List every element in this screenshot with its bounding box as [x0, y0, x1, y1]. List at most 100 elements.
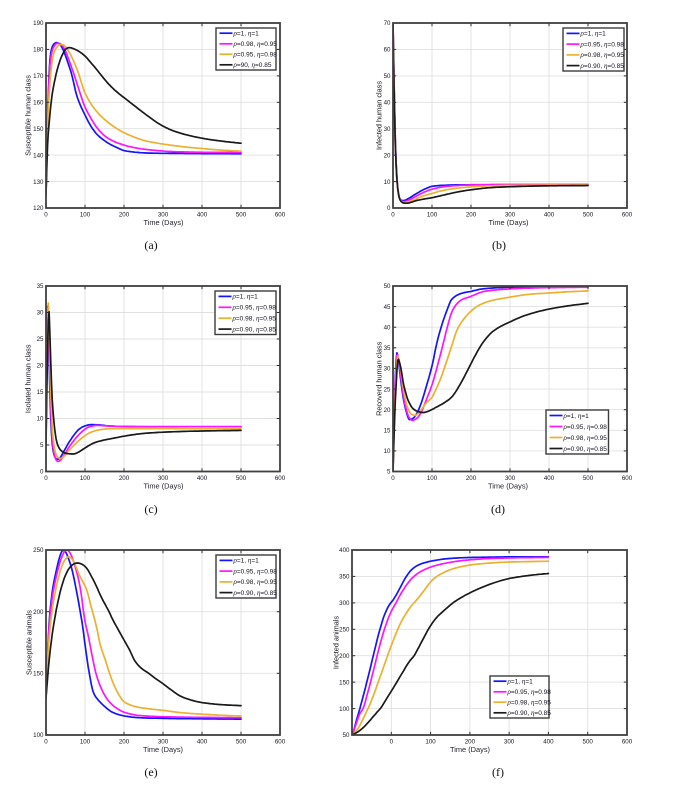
svg-text:250: 250 [33, 547, 44, 554]
svg-text:600: 600 [622, 739, 633, 746]
svg-text:ρ=0.90, η=0.85: ρ=0.90, η=0.85 [232, 325, 277, 333]
svg-text:300: 300 [505, 475, 516, 482]
svg-text:250: 250 [339, 627, 350, 634]
svg-text:30: 30 [384, 126, 391, 133]
svg-text:(d): (d) [491, 502, 505, 516]
svg-text:ρ=0.90, η=0.85: ρ=0.90, η=0.85 [507, 709, 552, 717]
svg-text:ρ=1, η=1: ρ=1, η=1 [580, 30, 607, 38]
svg-text:300: 300 [158, 739, 169, 746]
svg-text:120: 120 [33, 205, 44, 212]
svg-text:400: 400 [544, 475, 555, 482]
svg-text:30: 30 [384, 366, 391, 373]
svg-text:400: 400 [197, 212, 208, 219]
svg-text:600: 600 [275, 739, 286, 746]
svg-text:130: 130 [33, 179, 44, 186]
svg-text:Infected animals: Infected animals [332, 616, 341, 669]
svg-text:50: 50 [384, 73, 391, 80]
svg-text:45: 45 [384, 304, 391, 311]
svg-text:20: 20 [384, 152, 391, 159]
svg-text:40: 40 [384, 324, 391, 331]
svg-text:300: 300 [505, 212, 516, 219]
svg-text:ρ=0.95, η=0.98: ρ=0.95, η=0.98 [233, 51, 278, 59]
svg-text:300: 300 [158, 475, 169, 482]
svg-text:(a): (a) [144, 238, 157, 252]
svg-text:600: 600 [275, 475, 286, 482]
svg-text:ρ=1, η=1: ρ=1, η=1 [233, 30, 260, 38]
svg-text:100: 100 [339, 706, 350, 713]
svg-text:(e): (e) [144, 765, 157, 779]
svg-text:ρ=0.98, η=0.95: ρ=0.98, η=0.95 [507, 699, 552, 707]
svg-text:ρ=0.90, η=0.85: ρ=0.90, η=0.85 [563, 445, 608, 453]
svg-text:ρ=0.95, η=0.98: ρ=0.95, η=0.98 [507, 688, 552, 696]
svg-text:200: 200 [33, 609, 44, 616]
svg-text:10: 10 [384, 448, 391, 455]
svg-text:0: 0 [44, 212, 48, 219]
svg-text:10: 10 [37, 416, 44, 423]
svg-text:30: 30 [37, 310, 44, 317]
svg-text:600: 600 [275, 212, 286, 219]
svg-text:400: 400 [339, 547, 350, 554]
svg-text:ρ=0.90, η=0.85: ρ=0.90, η=0.85 [233, 589, 278, 597]
svg-text:0: 0 [390, 739, 394, 746]
svg-text:170: 170 [33, 73, 44, 80]
svg-text:Time (Days): Time (Days) [144, 218, 184, 227]
svg-text:5: 5 [387, 469, 391, 476]
svg-text:200: 200 [465, 739, 476, 746]
svg-text:150: 150 [339, 679, 350, 686]
svg-text:140: 140 [33, 152, 44, 159]
svg-text:70: 70 [384, 20, 391, 27]
svg-text:150: 150 [33, 126, 44, 133]
svg-text:600: 600 [622, 212, 633, 219]
svg-text:100: 100 [80, 475, 91, 482]
svg-text:(b): (b) [492, 238, 506, 252]
svg-text:35: 35 [37, 283, 44, 290]
svg-text:400: 400 [544, 212, 555, 219]
svg-text:350: 350 [339, 574, 350, 581]
svg-text:ρ=0.95, η=0.98: ρ=0.95, η=0.98 [232, 304, 277, 312]
svg-text:100: 100 [80, 212, 91, 219]
svg-text:(c): (c) [144, 502, 157, 516]
svg-text:150: 150 [33, 671, 44, 678]
svg-text:200: 200 [339, 653, 350, 660]
svg-text:100: 100 [33, 732, 44, 739]
svg-text:200: 200 [119, 739, 130, 746]
svg-text:300: 300 [504, 739, 515, 746]
svg-text:Time (Days): Time (Days) [144, 482, 184, 491]
svg-text:0: 0 [40, 469, 44, 476]
svg-text:ρ=0.98, η=0.95: ρ=0.98, η=0.95 [580, 51, 625, 59]
svg-text:40: 40 [384, 100, 391, 107]
svg-text:160: 160 [33, 100, 44, 107]
svg-text:100: 100 [427, 212, 438, 219]
svg-text:20: 20 [37, 363, 44, 370]
svg-text:600: 600 [622, 475, 633, 482]
svg-text:500: 500 [583, 739, 594, 746]
svg-text:Time (Days): Time (Days) [488, 482, 528, 491]
svg-text:20: 20 [384, 407, 391, 414]
svg-text:200: 200 [466, 475, 477, 482]
svg-text:200: 200 [119, 212, 130, 219]
svg-text:ρ=0.98, η=0.95: ρ=0.98, η=0.95 [232, 315, 277, 323]
svg-text:25: 25 [384, 386, 391, 393]
svg-text:0: 0 [44, 475, 48, 482]
svg-text:15: 15 [384, 428, 391, 435]
svg-text:ρ=0.98, η=0.95: ρ=0.98, η=0.95 [233, 578, 278, 586]
svg-text:180: 180 [33, 47, 44, 54]
svg-text:100: 100 [425, 739, 436, 746]
svg-text:ρ=1, η=1: ρ=1, η=1 [563, 412, 590, 420]
svg-text:Infected human class: Infected human class [375, 81, 384, 150]
svg-text:(f): (f) [492, 765, 504, 779]
svg-text:500: 500 [236, 739, 247, 746]
svg-text:35: 35 [384, 345, 391, 352]
svg-text:100: 100 [80, 739, 91, 746]
svg-text:500: 500 [583, 212, 594, 219]
svg-text:400: 400 [543, 739, 554, 746]
svg-text:500: 500 [236, 475, 247, 482]
svg-text:400: 400 [197, 739, 208, 746]
svg-text:Time (Days): Time (Days) [450, 745, 490, 754]
svg-text:60: 60 [384, 47, 391, 54]
svg-text:Susceptible animals: Susceptible animals [25, 610, 34, 675]
svg-text:ρ=1, η=1: ρ=1, η=1 [507, 678, 534, 686]
svg-text:5: 5 [40, 442, 44, 449]
svg-text:500: 500 [236, 212, 247, 219]
svg-text:200: 200 [119, 475, 130, 482]
